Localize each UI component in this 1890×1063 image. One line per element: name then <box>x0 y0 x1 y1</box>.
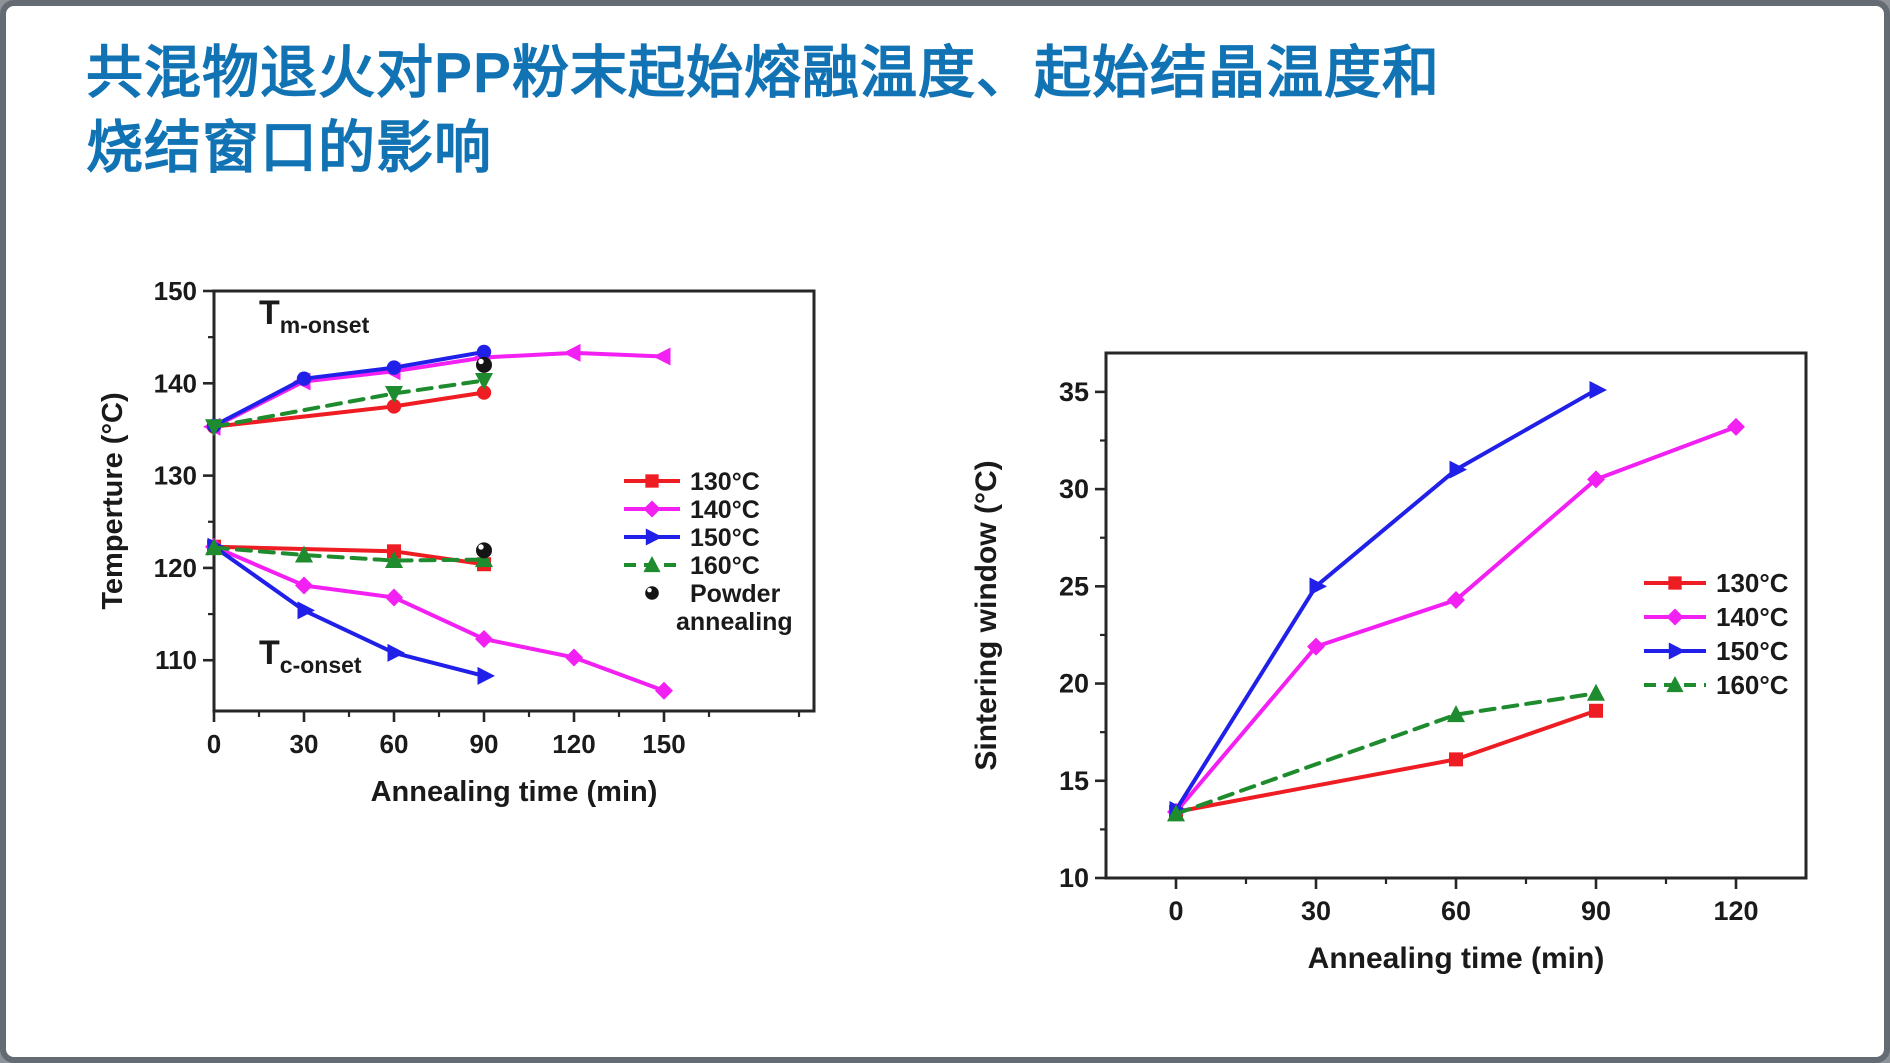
x-tick-label: 120 <box>1713 896 1758 926</box>
legend-label: 160°C <box>1716 670 1789 700</box>
series-130-c <box>1169 703 1603 819</box>
y-tick-label: 35 <box>1059 377 1089 407</box>
y-axis-label: Sintering window (°C) <box>970 460 1003 770</box>
y-tick-label: 25 <box>1059 571 1089 601</box>
title-line-2: 烧结窗口的影响 <box>86 116 492 181</box>
legend: 130°C 140°C 150°C 160°C <box>1644 568 1789 700</box>
series-150-c <box>1169 380 1607 819</box>
annotation-t-m-onset: Tm-onset <box>259 294 370 338</box>
series-160-c <box>1167 683 1605 822</box>
annotation-t-c-onset: Tc-onset <box>259 634 362 678</box>
y-tick-label: 30 <box>1059 474 1089 504</box>
x-tick-label: 90 <box>470 729 499 759</box>
x-tick-label: 30 <box>290 729 319 759</box>
series-powder-annealing-tm-onset <box>476 356 492 373</box>
y-tick-label: 10 <box>1059 863 1089 893</box>
slide-title: 共混物退火对PP粉末起始熔融温度、起始结晶温度和 烧结窗口的影响 <box>86 36 1606 186</box>
legend-label: 150°C <box>1716 636 1789 666</box>
legend-label: 160°C <box>690 552 760 580</box>
x-tick-label: 60 <box>1441 896 1471 926</box>
sintering-window-chart: 0 30 60 90 120 10 15 20 25 30 35 Annealing time (mi… <box>970 351 1808 975</box>
x-tick-label: 30 <box>1301 896 1331 926</box>
title-line-1: 共混物退火对PP粉末起始熔融温度、起始结晶温度和 <box>86 41 1441 105</box>
series-130-c-tc-onset <box>207 539 491 572</box>
y-tick-label: 20 <box>1059 669 1089 699</box>
y-tick-label: 140 <box>154 368 197 398</box>
axes: 0 30 60 90 120 150 110 120 130 140 150 <box>154 276 816 759</box>
legend-label: 130°C <box>1716 568 1789 598</box>
y-tick-label: 150 <box>154 276 197 306</box>
legend-label: 130°C <box>690 468 760 496</box>
x-axis-label: Annealing time (min) <box>1308 942 1605 975</box>
legend-label: 140°C <box>1716 602 1789 632</box>
legend-label: Powder <box>690 580 781 608</box>
temperature-onset-chart: 0 30 60 90 120 150 110 120 130 140 150 Annealing ti… <box>97 276 816 808</box>
series-160-c-tc-onset <box>205 538 493 569</box>
legend-label: 140°C <box>690 496 760 524</box>
x-axis-label: Annealing time (min) <box>371 776 658 808</box>
series-160-c-tm-onset <box>205 373 493 437</box>
axes: 0 30 60 90 120 10 15 20 25 30 35 <box>1059 351 1808 926</box>
y-tick-label: 110 <box>155 645 197 675</box>
x-tick-label: 0 <box>207 729 221 759</box>
y-tick-label: 15 <box>1059 766 1089 796</box>
x-tick-label: 150 <box>642 729 685 759</box>
legend-label: 150°C <box>690 524 760 552</box>
x-tick-label: 90 <box>1581 896 1611 926</box>
legend-label-line2: annealing <box>676 608 793 636</box>
x-tick-label: 0 <box>1168 896 1183 926</box>
series-140-c <box>1167 417 1745 821</box>
series-140-c-tc-onset <box>205 537 673 700</box>
y-tick-label: 130 <box>154 461 197 491</box>
y-axis-label: Temperture (°C) <box>97 392 129 609</box>
x-tick-label: 60 <box>380 729 409 759</box>
y-tick-label: 120 <box>154 553 197 583</box>
series-powder-annealing-tc-onset <box>476 542 492 559</box>
x-tick-label: 120 <box>552 729 595 759</box>
